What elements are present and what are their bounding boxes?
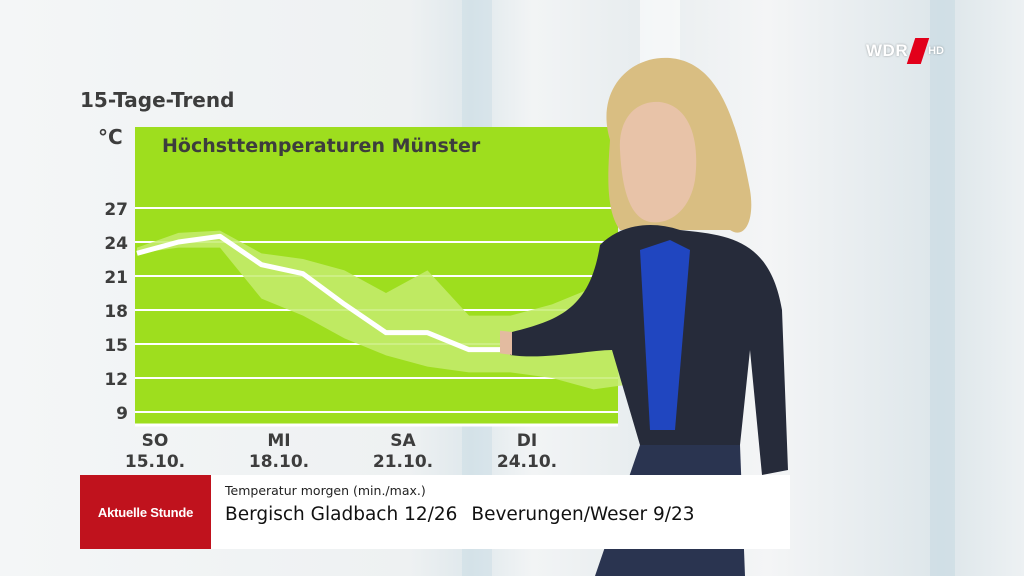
y-tick-label: 24	[104, 234, 128, 254]
y-axis-unit: °C	[98, 125, 123, 149]
ticker-subtitle: Temperatur morgen (min./max.)	[225, 483, 426, 498]
x-tick-date: 15.10.	[125, 452, 185, 472]
show-brand-box: Aktuelle Stunde	[80, 475, 211, 549]
city-temperature: Beverungen/Weser 9/23	[471, 504, 695, 525]
x-tick-date: 18.10.	[249, 452, 309, 472]
hd-badge: HD	[928, 45, 944, 57]
show-title: Aktuelle Stunde	[97, 504, 194, 520]
y-tick-label: 9	[116, 404, 128, 424]
logo-text: WDR	[866, 41, 909, 60]
y-tick-label: 12	[104, 370, 128, 390]
studio-backdrop-panel	[930, 0, 955, 576]
city-temperature: Bergisch Gladbach 12/26	[225, 504, 458, 525]
ticker-info: Temperatur morgen (min./max.) Bergisch G…	[211, 475, 790, 549]
x-tick-day: DI	[517, 431, 537, 451]
ticker-cities: Bergisch Gladbach 12/26 Beverungen/Weser …	[225, 504, 790, 525]
y-axis-ticks: 27 24 21 18 15 12 9	[104, 200, 128, 424]
chart-title: Höchsttemperaturen Münster	[162, 135, 481, 157]
y-tick-label: 27	[104, 200, 128, 220]
x-tick-date: 21.10.	[373, 452, 433, 472]
lower-third: Aktuelle Stunde Temperatur morgen (min./…	[80, 475, 790, 549]
x-tick-day: SO	[142, 431, 169, 451]
y-tick-label: 15	[104, 336, 128, 356]
y-tick-label: 21	[104, 268, 128, 288]
channel-logo: WDR HD	[866, 38, 944, 64]
x-tick-day: SA	[390, 431, 416, 451]
chart-heading: 15-Tage-Trend	[80, 88, 235, 112]
x-tick-day: MI	[267, 431, 290, 451]
x-tick-date: 24.10.	[497, 452, 557, 472]
y-tick-label: 18	[104, 302, 128, 322]
